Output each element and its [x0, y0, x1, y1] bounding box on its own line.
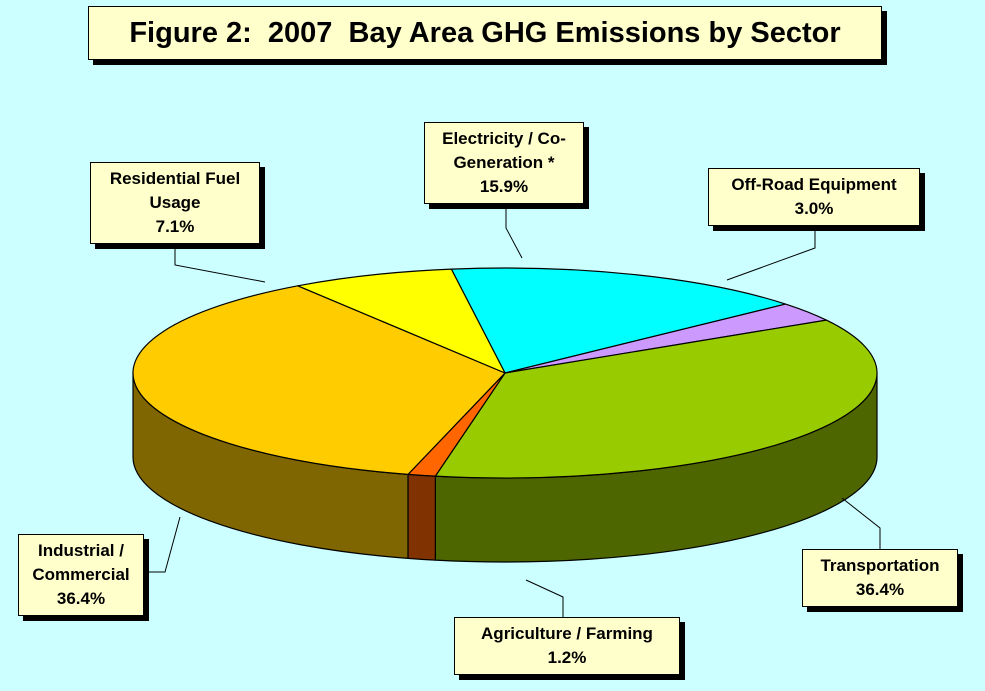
leader-line-agriculture-farming — [525, 579, 564, 617]
slice-label-residential: Residential Fuel Usage 7.1% — [90, 162, 260, 244]
chart-title: Figure 2: 2007 Bay Area GHG Emissions by… — [88, 6, 882, 60]
slice-label-electricity: Electricity / Co- Generation * 15.9% — [424, 122, 584, 204]
pie-slice-transportation — [434, 319, 878, 479]
slice-label-transportation: Transportation 36.4% — [802, 549, 958, 607]
leader-line-electricity-co-generation — [505, 205, 523, 259]
leader-line-transportation — [841, 497, 881, 549]
pie-slice-electricity-co-generation — [450, 267, 787, 374]
slice-label-transportation-value: 36.4% — [855, 580, 905, 599]
slice-label-industrial: Industrial / Commercial 36.4% — [18, 534, 144, 616]
slice-label-agriculture-value: 1.2% — [547, 648, 587, 667]
slice-label-electricity-line1: Electricity / Co- — [442, 129, 566, 148]
slice-label-agriculture: Agriculture / Farming 1.2% — [454, 617, 680, 675]
slice-label-electricity-line2: Generation * — [453, 153, 555, 172]
slice-label-off-road-line1: Off-Road Equipment — [731, 175, 897, 194]
leader-lines — [144, 205, 881, 617]
leader-line-industrial-commercial — [144, 516, 181, 573]
slice-label-electricity-value: 15.9% — [479, 177, 529, 196]
slice-label-residential-value: 7.1% — [155, 217, 195, 236]
slice-label-residential-line2: Usage — [149, 193, 201, 212]
slice-label-transportation-line1: Transportation — [820, 556, 940, 575]
leader-line-residential-fuel-usage — [174, 247, 266, 283]
pie-tops — [132, 267, 878, 479]
leader-line-off-road-equipment — [726, 231, 816, 281]
pie-side-agriculture-farming — [407, 473, 436, 561]
slice-label-off-road: Off-Road Equipment 3.0% — [708, 168, 920, 226]
slice-label-industrial-line2: Commercial — [32, 565, 130, 584]
slice-label-agriculture-line1: Agriculture / Farming — [481, 624, 653, 643]
slice-label-residential-line1: Residential Fuel — [109, 169, 241, 188]
pie-slice-residential-fuel-usage — [297, 268, 506, 374]
slice-label-off-road-value: 3.0% — [794, 199, 834, 218]
slice-label-industrial-line1: Industrial / — [38, 541, 124, 560]
slice-label-industrial-value: 36.4% — [56, 589, 106, 608]
pie-slice-industrial-commercial — [132, 285, 506, 475]
